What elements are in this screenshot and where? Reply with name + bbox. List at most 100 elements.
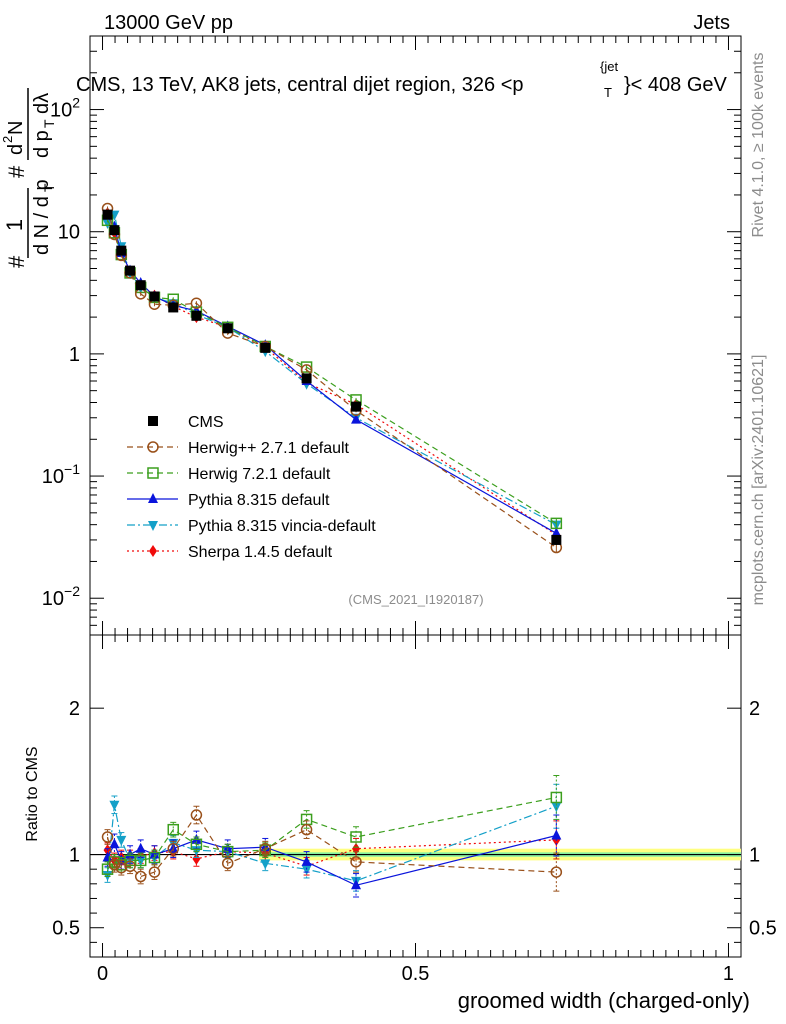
series-line xyxy=(107,213,557,526)
data-point-marker xyxy=(135,842,146,853)
ylabel-num-N: N xyxy=(5,121,27,135)
data-point-marker xyxy=(551,534,562,545)
ratio-y-tick-label: 0.5 xyxy=(52,918,80,940)
legend-entry: Herwig++ 2.7.1 default xyxy=(127,440,350,457)
legend-entry: Sherpa 1.4.5 default xyxy=(127,544,333,561)
ratio-axis-ticks xyxy=(90,635,741,957)
ratio-uncertainty-band xyxy=(90,848,741,861)
data-point-marker xyxy=(260,342,271,353)
ratio-tick-labels: 0.5 0.5 1 1 2 2 0 0.5 1 xyxy=(52,698,777,985)
title-main: CMS, 13 TeV, AK8 jets, central dijet reg… xyxy=(76,74,524,96)
ratio-series xyxy=(101,775,563,898)
title-tail: }< 408 GeV xyxy=(624,74,728,96)
data-point-marker xyxy=(148,851,161,864)
data-point-marker xyxy=(190,809,203,821)
data-point-marker xyxy=(147,441,159,453)
data-point-marker xyxy=(109,838,120,849)
ratio-y-tick-label-right: 0.5 xyxy=(749,918,777,940)
data-point-marker xyxy=(168,842,179,853)
ylabel-hash-2: # xyxy=(4,165,29,178)
data-point-marker xyxy=(102,218,113,229)
legend-label: Pythia 8.315 default xyxy=(188,492,330,509)
data-point-marker xyxy=(148,493,158,503)
data-point-marker xyxy=(222,842,233,853)
ylabel-den-T: T xyxy=(41,119,57,128)
data-point-marker xyxy=(135,280,146,291)
title-sup: {jet xyxy=(600,59,618,74)
data-point-marker xyxy=(109,225,120,236)
ylabel-den-dlambda: dλ xyxy=(31,93,53,114)
x-tick-label: 0 xyxy=(97,963,108,985)
data-point-marker xyxy=(350,856,362,868)
data-point-marker xyxy=(551,802,562,813)
data-point-marker xyxy=(259,842,272,855)
y-tick-label: 10 xyxy=(58,222,80,244)
x-axis-label: groomed width (charged-only) xyxy=(458,988,750,1013)
legend-entry: Herwig 7.2.1 default xyxy=(127,466,331,483)
legend-label: Pythia 8.315 vincia-default xyxy=(188,518,376,535)
series-line xyxy=(106,208,557,548)
ratio-series-herwig-2-7-1-default xyxy=(101,805,563,892)
legend-label: Sherpa 1.4.5 default xyxy=(188,544,333,561)
y-tick-label: 102 xyxy=(50,95,80,122)
data-point-marker xyxy=(301,373,312,384)
data-point-marker xyxy=(149,848,160,859)
data-point-marker xyxy=(192,852,201,865)
data-point-marker xyxy=(134,854,147,867)
data-point-marker xyxy=(191,310,202,321)
legend-entry: Pythia 8.315 vincia-default xyxy=(127,518,376,535)
data-point-marker xyxy=(301,865,312,876)
data-point-marker xyxy=(101,831,114,843)
legend-entry: CMS xyxy=(148,414,224,431)
ylabel-one: 1 xyxy=(2,219,27,231)
data-point-marker xyxy=(149,545,157,557)
series-pythia-8-315-vincia-default xyxy=(102,210,562,531)
legend: CMS Herwig++ 2.7.1 default Herwig 7.2.1 de… xyxy=(127,414,376,561)
ratio-series-herwig-7-2-1-default xyxy=(101,775,563,877)
energy-label: 13000 GeV pp xyxy=(104,12,233,34)
ylabel-num-d: d xyxy=(5,144,27,155)
data-point-marker xyxy=(351,413,362,424)
data-point-marker xyxy=(149,291,160,302)
ratio-y-tick-label: 1 xyxy=(69,845,80,867)
series-pythia-8-315-default xyxy=(102,209,562,539)
main-series xyxy=(101,202,563,554)
ratio-y-tick-label: 2 xyxy=(69,698,80,720)
main-ylabel: # 1 d N / d p T # d 2 N d p T dλ xyxy=(0,88,57,268)
legend-label: Herwig 7.2.1 default xyxy=(188,466,331,483)
data-point-marker xyxy=(221,857,234,870)
ratio-ylabel: Ratio to CMS xyxy=(24,746,41,841)
data-point-marker xyxy=(551,829,562,840)
data-point-marker xyxy=(550,866,563,878)
data-point-marker xyxy=(147,467,159,479)
data-point-marker xyxy=(134,870,147,883)
ratio-line xyxy=(106,813,557,878)
data-point-marker xyxy=(260,859,271,870)
rivet-version-text: Rivet 4.1.0, ≥ 100k events xyxy=(750,53,767,238)
ylabel-T-sub: T xyxy=(41,183,57,192)
series-herwig-7-2-1-default xyxy=(101,214,563,530)
data-point-marker xyxy=(124,860,136,873)
x-tick-label: 1 xyxy=(723,963,734,985)
chart-title: CMS, 13 TeV, AK8 jets, central dijet reg… xyxy=(76,59,728,100)
data-point-marker xyxy=(300,823,313,836)
series-line xyxy=(106,220,557,524)
ylabel-den-dpt: d p xyxy=(31,130,53,158)
main-plot-panel: 10−2 10−1 1 10 102 CMS, 13 TeV, AK8 jets, ce… xyxy=(42,35,742,636)
series-line xyxy=(106,212,557,536)
ylabel-hash: # xyxy=(4,255,29,268)
main-axis-ticks xyxy=(90,35,741,636)
ylabel-den: d N / d p xyxy=(31,179,53,255)
category-label: Jets xyxy=(693,12,730,34)
data-point-marker xyxy=(167,842,180,855)
data-point-marker xyxy=(168,302,179,313)
data-point-marker xyxy=(550,791,563,804)
data-point-marker xyxy=(190,297,203,309)
legend-label: CMS xyxy=(188,414,224,431)
ratio-plot-panel: 0.5 0.5 1 1 2 2 0 0.5 1 Ratio to CMS groomed wid… xyxy=(24,634,777,1013)
data-point-marker xyxy=(351,879,362,890)
title-sub: T xyxy=(604,85,612,100)
y-tick-label: 1 xyxy=(69,344,80,366)
data-point-marker xyxy=(148,416,158,426)
data-point-marker xyxy=(116,245,127,256)
